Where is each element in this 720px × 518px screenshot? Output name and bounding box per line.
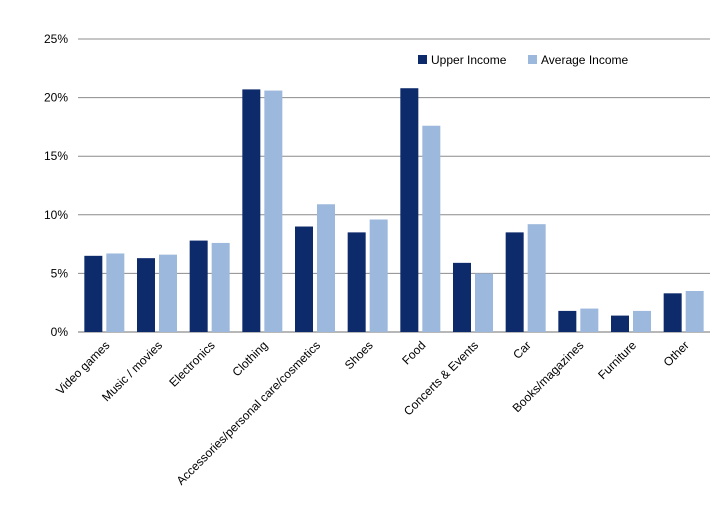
bar-average-income-accessories-personal-care-cosmetics	[317, 204, 335, 332]
bar-upper-income-accessories-personal-care-cosmetics	[295, 226, 313, 332]
bar-average-income-food	[422, 125, 441, 332]
x-tick-label-car: Car	[510, 338, 534, 362]
legend-swatch-upper-income	[418, 55, 427, 64]
bar-upper-income-furniture	[611, 315, 629, 332]
legend: Upper Income Average Income	[418, 53, 628, 67]
bar-upper-income-shoes	[347, 232, 366, 332]
bar-average-income-music-movies	[159, 254, 177, 332]
y-tick-label: 15%	[44, 149, 68, 163]
x-tick-label-electronics: Electronics	[166, 338, 217, 389]
legend-label-average-income: Average Income	[541, 53, 628, 67]
y-tick-label: 20%	[44, 91, 68, 105]
bar-average-income-video-games	[106, 253, 125, 332]
bar-upper-income-books-magazines	[558, 310, 577, 332]
x-tick-label-clothing: Clothing	[229, 338, 270, 379]
gridlines	[78, 38, 710, 333]
y-tick-label: 10%	[44, 208, 68, 222]
bar-upper-income-food	[400, 88, 419, 332]
bar-average-income-concerts-events	[475, 273, 493, 332]
bar-upper-income-other	[663, 293, 682, 332]
bar-average-income-other	[685, 290, 704, 332]
y-axis-tick-labels: 0% 5% 10% 15% 20% 25%	[44, 32, 68, 339]
legend-swatch-average-income	[528, 55, 537, 64]
y-tick-label: 5%	[51, 266, 69, 280]
bar-upper-income-music-movies	[137, 258, 155, 332]
bar-upper-income-car	[505, 232, 524, 332]
bar-average-income-electronics	[211, 242, 230, 332]
bar-average-income-car	[527, 224, 546, 332]
bar-upper-income-electronics	[189, 240, 208, 332]
x-tick-label-food: Food	[399, 338, 428, 367]
x-tick-label-shoes: Shoes	[342, 338, 376, 372]
bars	[84, 88, 704, 333]
bar-average-income-books-magazines	[580, 308, 599, 332]
bar-average-income-shoes	[369, 219, 388, 332]
x-tick-label-other: Other	[661, 338, 692, 369]
bar-upper-income-concerts-events	[453, 262, 471, 332]
bar-upper-income-video-games	[84, 255, 103, 332]
bar-upper-income-clothing	[242, 89, 261, 333]
x-tick-label-furniture: Furniture	[595, 338, 639, 382]
legend-label-upper-income: Upper Income	[431, 53, 507, 67]
y-tick-label: 25%	[44, 32, 68, 46]
bar-average-income-clothing	[264, 90, 283, 333]
y-tick-label: 0%	[51, 325, 69, 339]
bar-average-income-furniture	[633, 310, 651, 332]
